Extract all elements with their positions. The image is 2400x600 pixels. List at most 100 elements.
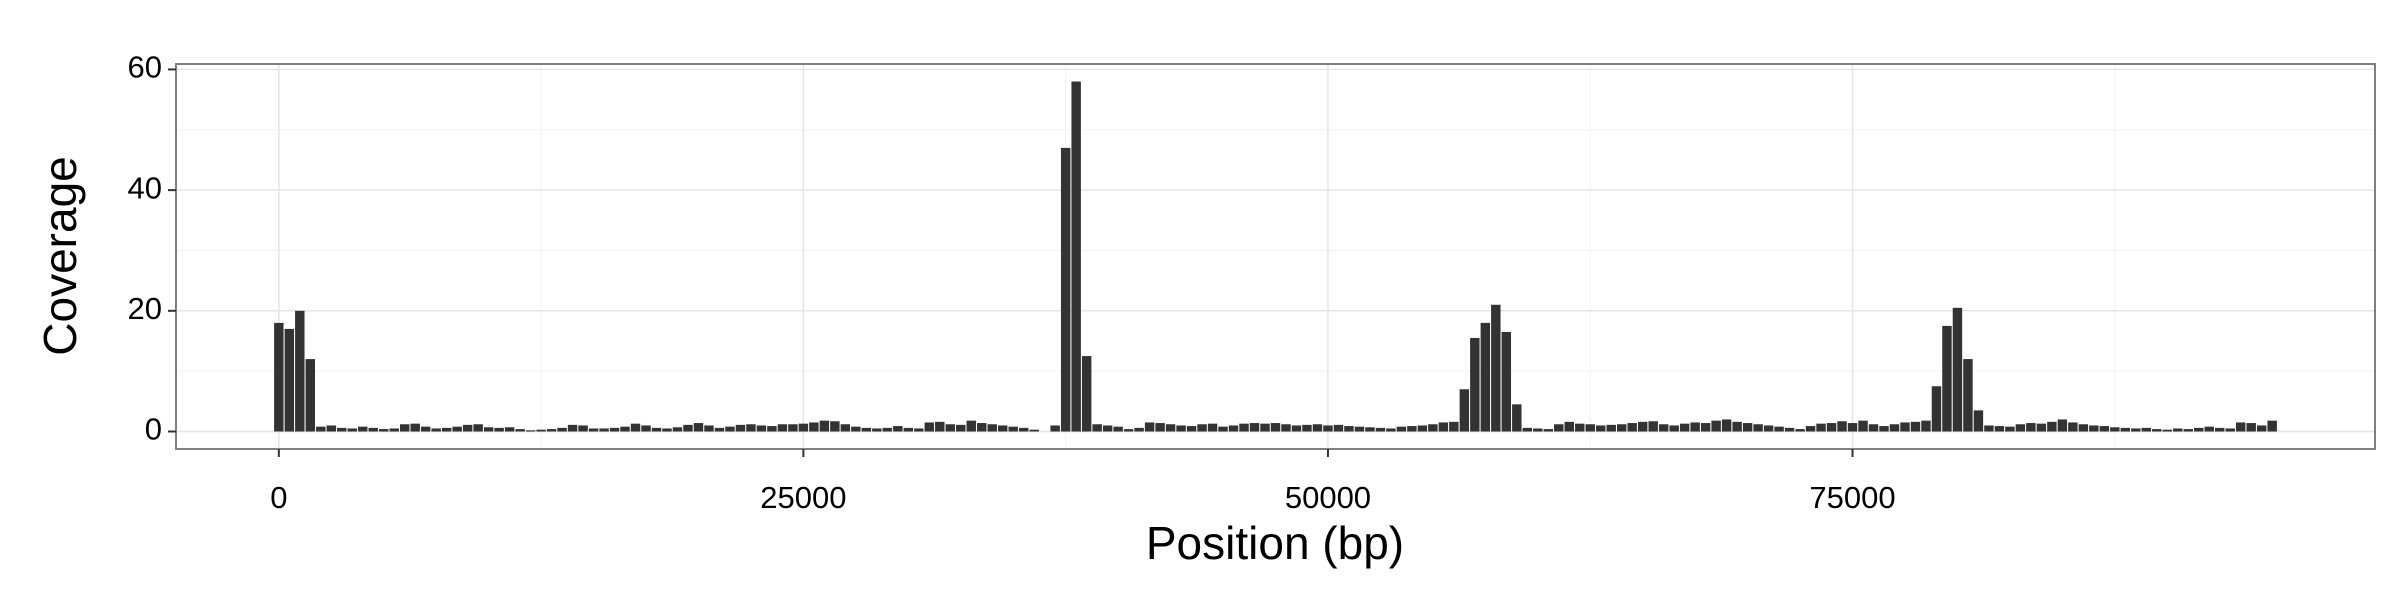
y-tick-label: 60 — [128, 50, 162, 85]
bar — [452, 426, 462, 432]
bar — [1837, 421, 1847, 432]
bar — [1512, 404, 1522, 432]
bar — [2162, 429, 2172, 432]
bar — [2047, 421, 2057, 432]
bar — [1071, 81, 1081, 432]
bar — [536, 429, 546, 432]
bar — [1774, 426, 1784, 432]
bar — [1847, 423, 1858, 432]
bar — [1700, 423, 1711, 432]
bar — [1491, 304, 1501, 432]
bar — [1165, 424, 1176, 432]
bar — [473, 424, 483, 432]
bar — [767, 426, 777, 432]
bar — [1333, 424, 1344, 432]
bar — [935, 421, 945, 432]
bar — [746, 424, 756, 432]
y-tick-label: 40 — [128, 170, 162, 205]
bar — [2256, 425, 2267, 432]
bar — [1753, 424, 1763, 432]
bar — [1018, 427, 1029, 432]
bar — [683, 424, 693, 432]
bar — [2235, 422, 2246, 432]
bar — [1763, 425, 1774, 432]
bar — [987, 424, 997, 432]
bar — [809, 422, 819, 432]
bar — [1029, 429, 1039, 432]
bar — [2152, 429, 2162, 432]
bar — [1900, 422, 1910, 432]
bar — [1606, 424, 1616, 432]
bar — [2194, 427, 2204, 432]
bar — [819, 420, 830, 432]
bar — [389, 428, 399, 432]
bar — [945, 424, 955, 432]
bar — [882, 427, 893, 432]
bar — [1270, 423, 1281, 432]
bar — [1323, 425, 1333, 432]
bar — [977, 423, 987, 432]
bar — [2005, 426, 2015, 432]
bar — [2141, 427, 2152, 432]
bar — [2057, 419, 2068, 432]
bar — [840, 424, 851, 432]
bar — [1984, 425, 1994, 432]
bar — [1732, 421, 1742, 432]
bar — [1155, 423, 1165, 432]
bar — [830, 421, 840, 432]
bar — [1942, 325, 1952, 432]
bar — [1963, 359, 1973, 432]
bar — [1386, 428, 1396, 432]
bar — [1449, 421, 1459, 432]
bar — [1459, 389, 1470, 432]
bar — [735, 424, 746, 432]
y-tick-label: 20 — [128, 291, 162, 326]
bar — [1921, 420, 1931, 432]
bar — [567, 424, 578, 432]
bar — [399, 424, 410, 432]
bar — [1690, 422, 1700, 432]
bar — [2120, 427, 2131, 432]
bar — [1060, 147, 1071, 432]
bar — [798, 423, 809, 432]
panel — [176, 64, 2375, 449]
bar — [1207, 423, 1218, 432]
bar — [693, 423, 704, 432]
bar — [274, 322, 284, 432]
bar — [861, 427, 872, 432]
bar — [1501, 331, 1512, 432]
y-axis-title: Coverage — [34, 156, 86, 355]
bar — [2183, 429, 2193, 432]
bar — [1197, 424, 1207, 432]
bar — [525, 430, 536, 432]
bar — [2225, 428, 2235, 432]
x-tick-label: 50000 — [1285, 480, 1371, 515]
bar — [1879, 426, 1889, 432]
bar — [1102, 425, 1113, 432]
x-axis-title: Position (bp) — [1146, 517, 1404, 569]
bar — [494, 427, 504, 432]
bar — [2026, 423, 2036, 432]
bar — [1784, 427, 1795, 432]
bar — [872, 428, 882, 432]
bar — [1354, 426, 1365, 432]
bar — [956, 424, 966, 432]
bar — [2089, 425, 2099, 432]
bar — [1008, 426, 1018, 432]
bar — [1931, 386, 1942, 432]
bar — [2267, 420, 2277, 432]
bar — [1637, 421, 1648, 432]
bar — [1596, 425, 1606, 432]
bar — [1616, 424, 1627, 432]
bar — [851, 426, 861, 432]
bar — [588, 428, 599, 432]
bar — [1228, 425, 1239, 432]
panel-border — [175, 63, 2376, 450]
bar — [368, 427, 378, 432]
bar — [578, 425, 588, 432]
bar — [483, 427, 494, 432]
bar — [651, 427, 662, 432]
bar — [295, 310, 305, 432]
bar — [1973, 410, 1984, 432]
